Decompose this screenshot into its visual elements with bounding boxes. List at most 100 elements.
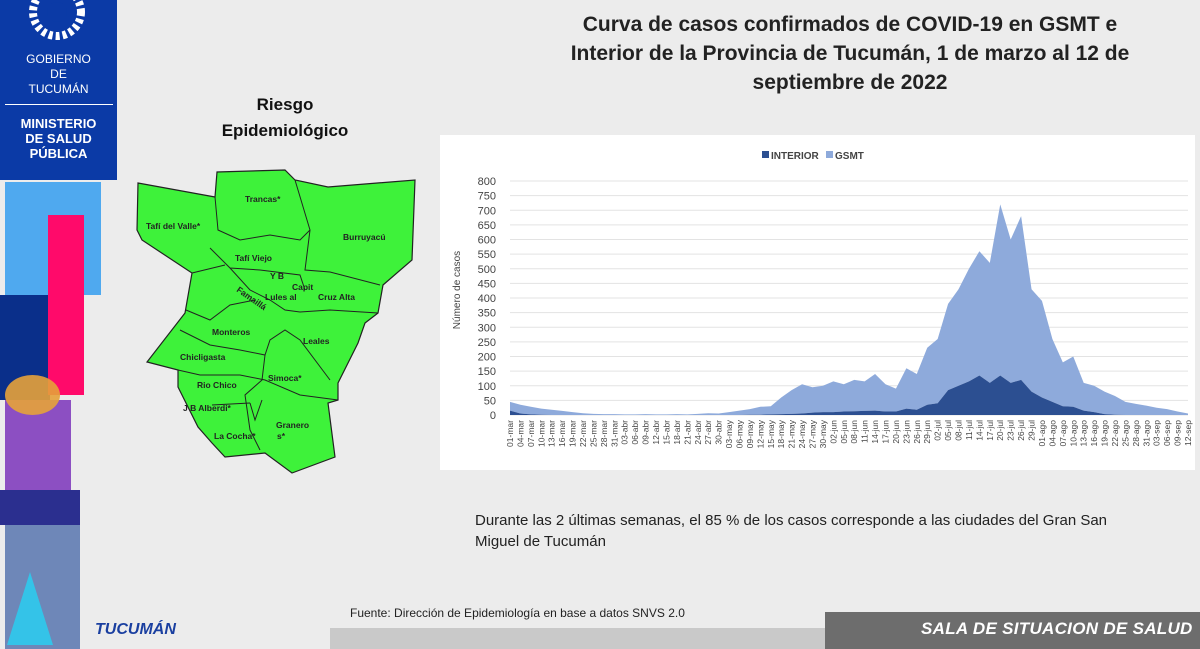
y-tick-label: 250 xyxy=(478,337,496,349)
y-tick-label: 400 xyxy=(478,293,496,305)
x-tick-label: 21-abr xyxy=(682,420,692,445)
logo-text-2: DE xyxy=(50,67,67,81)
x-tick-label: 18-abr xyxy=(672,420,682,445)
x-tick-label: 15-may xyxy=(766,419,776,448)
x-tick-label: 18-may xyxy=(776,419,786,448)
x-tick-label: 12-abr xyxy=(651,420,661,445)
x-tick-label: 19-ago xyxy=(1100,420,1110,447)
x-tick-label: 23-jun xyxy=(901,420,911,444)
deco-circle xyxy=(5,375,60,415)
x-tick-label: 20-jun xyxy=(891,420,901,444)
x-tick-label: 24-may xyxy=(797,419,807,448)
title-line: septiembre de 2022 xyxy=(752,71,948,94)
y-tick-label: 300 xyxy=(478,322,496,334)
triangle-icon xyxy=(7,572,53,645)
logo-text-3: TUCUMÁN xyxy=(28,82,89,96)
y-tick-label: 700 xyxy=(478,205,496,217)
department-label: Leales xyxy=(303,336,330,346)
x-tick-label: 17-jun xyxy=(881,420,891,444)
department-label: Granero xyxy=(276,420,309,430)
risk-map: Trancas* Tafí del Valle* Burruyacú Tafí … xyxy=(136,169,416,474)
department-label: Y B xyxy=(270,271,284,281)
x-tick-label: 27-may xyxy=(807,419,817,448)
y-tick-label: 0 xyxy=(490,410,496,422)
x-tick-label: 16-mar xyxy=(557,420,567,447)
x-tick-label: 13-ago xyxy=(1079,420,1089,447)
divider xyxy=(5,104,113,105)
title-line: Curva de casos confirmados de COVID-19 e… xyxy=(582,13,1118,36)
department-label: La Cocha* xyxy=(214,431,256,441)
department-label: Tafí del Valle* xyxy=(146,221,201,231)
footer-band xyxy=(330,628,825,649)
y-axis-title: Número de casos xyxy=(452,251,463,329)
x-tick-label: 03-may xyxy=(724,419,734,448)
department-label: Trancas* xyxy=(245,194,281,204)
department-label: Simoca* xyxy=(268,373,302,383)
department-label: J B Alberdi* xyxy=(183,403,232,413)
x-tick-label: 14-jul xyxy=(974,420,984,441)
deco-block xyxy=(0,490,80,525)
x-tick-label: 01-ago xyxy=(1037,420,1047,447)
department-label: s* xyxy=(277,431,286,441)
summary-note: Durante las 2 últimas semanas, el 85 % d… xyxy=(475,512,1108,550)
x-tick-label: 09-may xyxy=(745,419,755,448)
chart-legend: INTERIOR GSMT xyxy=(762,151,864,162)
x-tick-label: 11-jul xyxy=(964,420,974,440)
y-tick-label: 600 xyxy=(478,235,496,247)
x-tick-label: 04-ago xyxy=(1047,420,1057,447)
x-tick-label: 20-jul xyxy=(995,420,1005,441)
x-tick-label: 30-abr xyxy=(714,420,724,445)
department-label: Capit xyxy=(292,282,313,292)
header-logo-panel xyxy=(0,0,117,180)
x-tick-label: 26-jul xyxy=(1016,420,1026,441)
map-title-line: Epidemiológico xyxy=(221,121,349,140)
y-tick-label: 500 xyxy=(478,264,496,276)
x-tick-label: 29-jun xyxy=(922,420,932,444)
deco-block xyxy=(5,400,71,492)
x-tick-label: 10-ago xyxy=(1068,420,1078,447)
x-tick-label: 07-ago xyxy=(1058,420,1068,447)
x-tick-label: 09-sep xyxy=(1173,420,1183,446)
department-label: Monteros xyxy=(212,327,251,337)
x-tick-label: 10-mar xyxy=(536,420,546,447)
y-tick-label: 50 xyxy=(484,395,496,407)
y-tick-label: 200 xyxy=(478,352,496,364)
x-tick-label: 11-jun xyxy=(860,420,870,443)
y-tick-label: 450 xyxy=(478,278,496,290)
deco-block xyxy=(48,215,84,395)
x-tick-label: 06-sep xyxy=(1162,420,1172,446)
y-tick-label: 150 xyxy=(478,366,496,378)
legend-swatch-gsmt xyxy=(826,151,833,158)
x-tick-label: 19-mar xyxy=(568,420,578,447)
x-tick-label: 27-abr xyxy=(703,420,713,445)
province-outline xyxy=(136,169,416,474)
x-tick-label: 22-mar xyxy=(578,420,588,447)
department-label: Rio Chico xyxy=(197,380,237,390)
x-tick-label: 15-abr xyxy=(661,420,671,445)
x-tick-label: 02-jun xyxy=(828,420,838,444)
x-tick-label: 04-mar xyxy=(515,420,525,447)
x-tick-label: 07-mar xyxy=(526,420,536,447)
page-title: Curva de casos confirmados de COVID-19 e… xyxy=(500,10,1200,97)
y-tick-label: 650 xyxy=(478,220,496,232)
x-tick-label: 08-jun xyxy=(849,420,859,444)
y-tick-label: 550 xyxy=(478,249,496,261)
map-title-line: Riesgo xyxy=(256,95,314,114)
x-tick-label: 06-may xyxy=(734,419,744,448)
x-tick-label: 25-ago xyxy=(1120,420,1130,447)
covid-cases-chart: INTERIOR GSMT Número de casos 0 50 100 150 2… xyxy=(452,151,1193,448)
x-tick-label: 05-jun xyxy=(839,420,849,444)
logo-text-1: GOBIERNO xyxy=(26,52,91,66)
x-tick-label: 16-ago xyxy=(1089,420,1099,447)
x-tick-label: 23-jul xyxy=(1006,420,1016,441)
legend-swatch-interior xyxy=(762,151,769,158)
y-tick-label: 800 xyxy=(478,176,496,188)
ministry-text-2: DE SALUD xyxy=(25,131,92,146)
x-tick-label: 05-jul xyxy=(943,420,953,441)
x-tick-label: 01-mar xyxy=(505,420,515,447)
x-tick-label: 03-abr xyxy=(620,420,630,445)
department-label: Burruyacú xyxy=(343,232,386,242)
government-logo-icon xyxy=(29,0,85,40)
x-tick-label: 28-mar xyxy=(599,420,609,447)
x-tick-label: 26-jun xyxy=(912,420,922,444)
